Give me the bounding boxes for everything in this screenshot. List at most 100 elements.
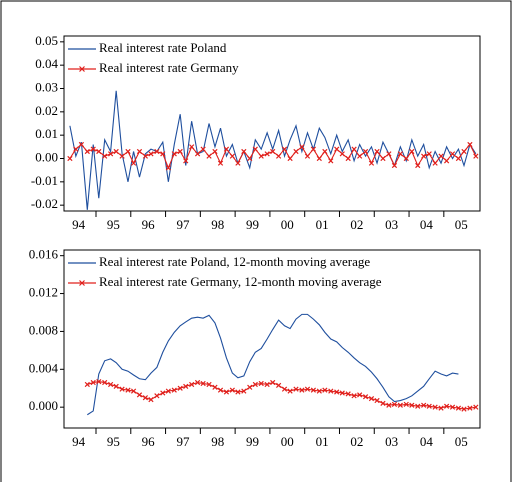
point-marker: [403, 401, 409, 407]
y-tick-label: 0.05: [35, 33, 58, 48]
point-marker: [328, 388, 334, 394]
point-marker: [351, 393, 357, 399]
point-marker: [368, 396, 375, 402]
point-marker: [206, 153, 212, 159]
x-tick-label: 01: [316, 217, 329, 232]
point-marker: [304, 386, 311, 392]
point-marker: [189, 144, 195, 150]
point-marker: [380, 400, 386, 407]
point-marker: [107, 151, 114, 157]
x-tick-label: 01: [316, 434, 329, 449]
x-tick-label: 05: [455, 434, 468, 449]
point-marker: [223, 146, 230, 152]
x-tick-label: 97: [176, 434, 190, 449]
point-marker: [154, 148, 160, 155]
x-tick-label: 02: [350, 217, 363, 232]
point-marker: [304, 153, 311, 159]
point-marker: [119, 153, 125, 159]
point-marker: [252, 146, 258, 152]
point-marker: [391, 162, 398, 169]
point-marker: [73, 146, 79, 152]
point-marker: [339, 151, 345, 157]
point-marker: [223, 389, 230, 395]
point-marker: [84, 381, 90, 388]
point-marker: [380, 155, 386, 162]
point-marker: [160, 151, 166, 157]
point-marker: [252, 381, 258, 388]
x-tick-label: 00: [281, 434, 294, 449]
point-marker: [125, 387, 131, 393]
point-marker: [165, 165, 171, 171]
point-marker: [467, 405, 473, 411]
point-marker: [142, 395, 149, 401]
x-tick-label: 03: [385, 434, 398, 449]
point-marker: [84, 148, 90, 155]
point-marker: [136, 148, 143, 155]
point-marker: [334, 389, 340, 395]
y-tick-label: 0.03: [35, 79, 58, 94]
point-marker: [299, 144, 305, 150]
point-marker: [432, 404, 438, 410]
point-marker: [415, 162, 421, 169]
point-marker: [362, 394, 369, 400]
y-tick-label: 0.012: [29, 285, 58, 300]
y-tick-label: -0.02: [31, 196, 58, 211]
point-marker: [293, 386, 299, 392]
point-marker: [194, 379, 201, 386]
point-marker: [183, 383, 189, 389]
point-marker: [235, 160, 241, 166]
point-marker: [102, 379, 108, 386]
point-marker: [473, 404, 479, 410]
point-marker: [96, 378, 102, 385]
point-marker: [345, 155, 351, 162]
y-tick-label: 0.016: [29, 247, 59, 262]
point-marker: [449, 151, 456, 157]
point-marker: [438, 153, 444, 159]
point-marker: [264, 381, 270, 388]
point-marker: [217, 387, 224, 393]
point-marker: [270, 148, 276, 155]
point-marker: [96, 148, 102, 155]
y-tick-label: 0.004: [29, 360, 59, 375]
x-tick-label: 03: [385, 217, 398, 232]
point-marker: [287, 155, 293, 162]
point-marker: [235, 389, 241, 395]
legend-label: Real interest rate Poland, 12-month movi…: [99, 254, 370, 269]
x-tick-label: 94: [72, 434, 86, 449]
point-marker: [281, 146, 288, 152]
legend-label: Real interest rate Poland: [99, 40, 227, 55]
legend-marker: [79, 280, 85, 286]
point-marker: [90, 379, 96, 386]
point-marker: [299, 387, 305, 393]
point-marker: [421, 153, 427, 159]
point-marker: [409, 402, 415, 408]
point-marker: [339, 390, 345, 396]
point-marker: [467, 141, 473, 148]
point-marker: [212, 384, 218, 390]
point-marker: [461, 148, 467, 155]
x-tick-label: 98: [211, 217, 224, 232]
point-marker: [90, 146, 96, 152]
point-marker: [357, 392, 363, 398]
point-marker: [229, 387, 235, 393]
point-marker: [310, 146, 317, 152]
point-marker: [148, 151, 154, 157]
point-marker: [189, 381, 195, 388]
x-tick-label: 02: [350, 434, 363, 449]
y-tick-label: 0.008: [29, 322, 58, 337]
point-marker: [119, 386, 125, 392]
point-marker: [443, 158, 450, 164]
plot-frame: [63, 35, 481, 212]
point-marker: [177, 148, 183, 155]
y-tick-label: -0.01: [31, 173, 58, 188]
point-marker: [449, 404, 456, 410]
legend-label: Real interest rate Germany, 12-month mov…: [99, 274, 382, 289]
point-marker: [362, 148, 369, 155]
point-marker: [368, 160, 375, 166]
point-marker: [443, 403, 450, 409]
point-marker: [67, 155, 73, 162]
point-marker: [200, 146, 206, 152]
point-marker: [241, 388, 247, 394]
